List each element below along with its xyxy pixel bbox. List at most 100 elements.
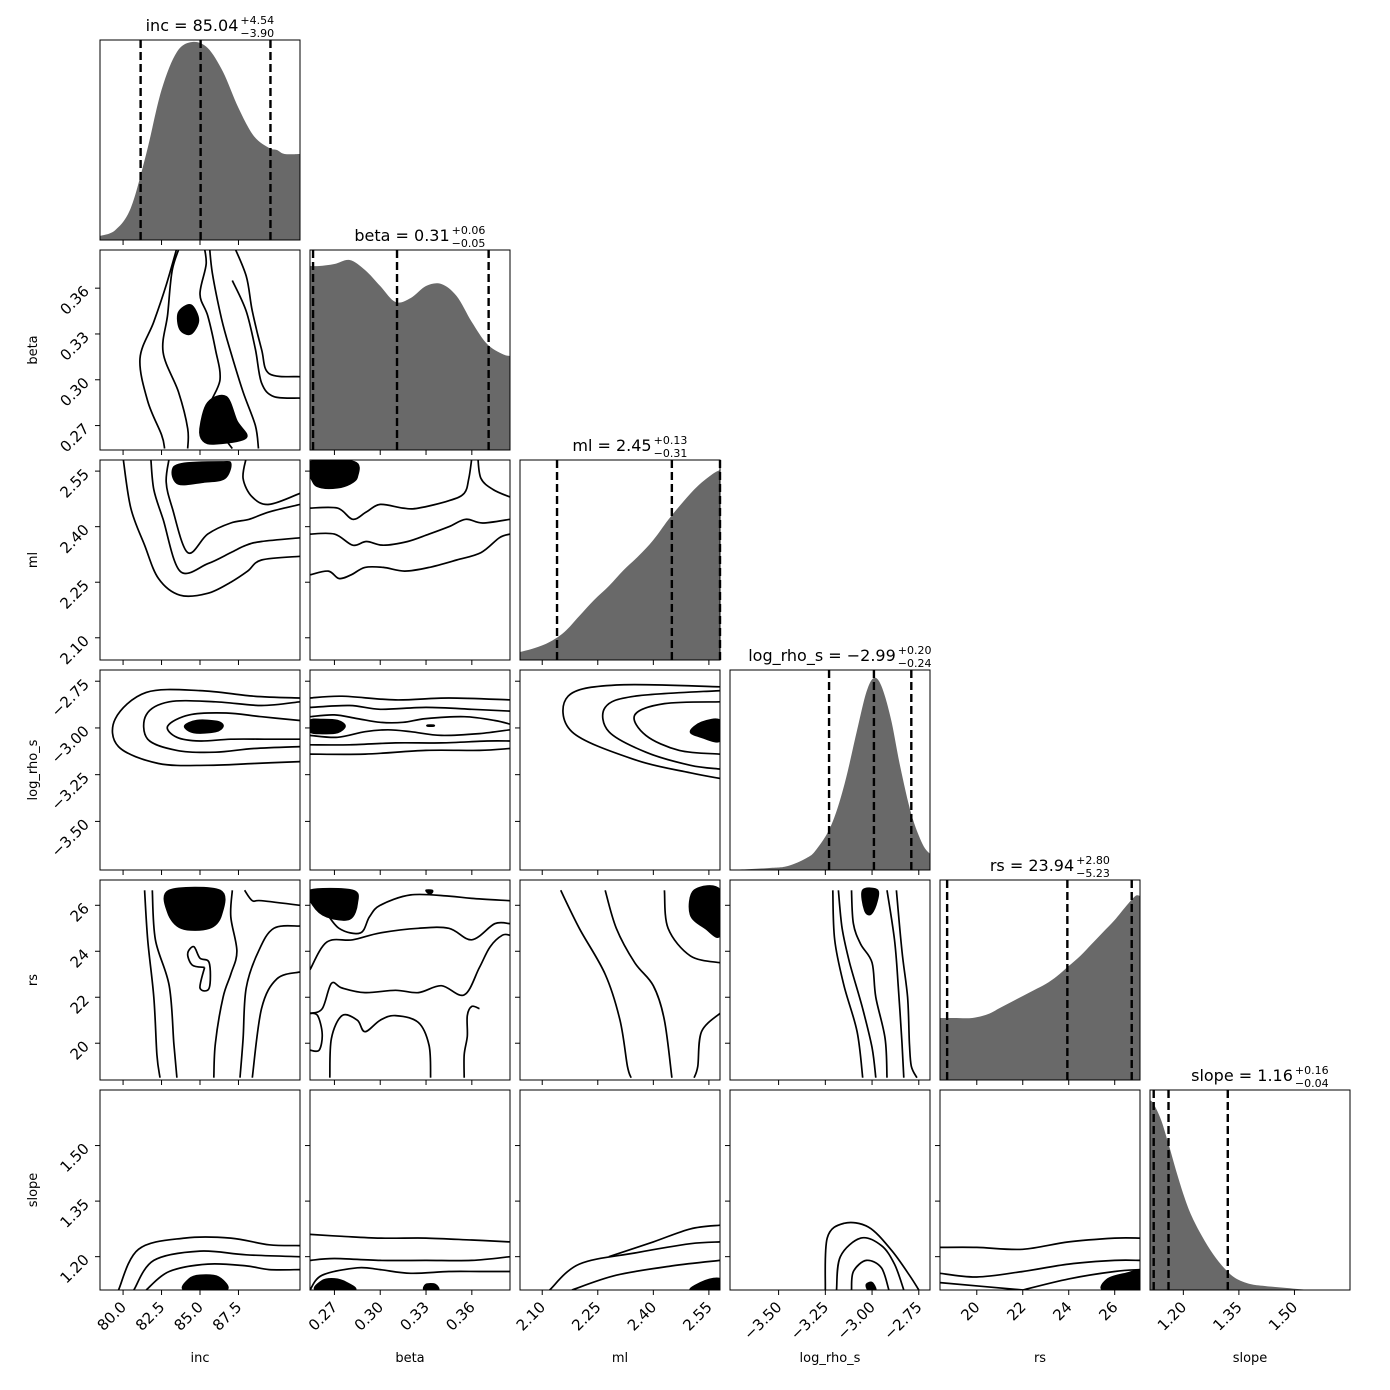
panel-frame-slope-slope [1149, 1089, 1351, 1291]
contour-line-inc-slope-1 [133, 1250, 300, 1290]
panel-title-plus-inc: +4.54 [240, 14, 274, 27]
contour-line-ml-log_rho_s-0 [633, 700, 720, 755]
contour-line-log_rho_s-rs-2 [831, 890, 864, 1078]
contour-line-beta-rs-2 [310, 933, 510, 1015]
contour-line-beta-rs-1 [310, 921, 510, 971]
y-tick-label-ml: 2.40 [56, 521, 92, 557]
contour-fill-ml-slope-0 [689, 1277, 720, 1290]
contour-line-inc-slope-2 [117, 1236, 300, 1290]
contour-panel-ml-vs-log_rho_s [562, 683, 720, 780]
contour-line-log_rho_s-rs-4 [895, 890, 918, 1079]
contour-panel-inc-vs-log_rho_s [111, 688, 300, 767]
contour-fill-beta-log_rho_s-0 [310, 718, 346, 735]
histogram-fill-log_rho_s [730, 677, 930, 870]
y-tick-label-rs: 22 [67, 991, 93, 1017]
contour-line-beta-ml-1 [310, 518, 510, 547]
y-tick-label-slope: 1.50 [56, 1140, 92, 1176]
panel-title-beta: beta = 0.31 [354, 226, 449, 245]
contour-fill-inc-ml-0 [171, 460, 232, 486]
contour-fill-ml-log_rho_s-0 [689, 718, 720, 743]
contour-fill-beta-ml-0 [310, 460, 360, 490]
histogram-slope [1150, 1100, 1350, 1290]
panel-title-minus-rs: −5.23 [1076, 867, 1110, 880]
contour-panel-log_rho_s-vs-rs [831, 887, 918, 1079]
contour-line-beta-rs-4 [328, 1013, 432, 1078]
x-tick-label-log_rho_s: −2.75 [880, 1298, 925, 1343]
contour-fill-beta-slope-1 [422, 1282, 440, 1290]
y-tick-label-rs: 20 [67, 1037, 93, 1063]
x-tick-label-slope: 1.20 [1154, 1298, 1190, 1334]
y-tick-label-ml: 2.25 [56, 576, 92, 612]
contour-line-log_rho_s-slope-2 [824, 1221, 920, 1290]
panel-frame-beta-log_rho_s [309, 669, 511, 871]
x-tick-label-ml: 2.40 [624, 1298, 660, 1334]
panel-frame-beta-slope [309, 1089, 511, 1291]
contour-line-inc-beta-1 [161, 250, 190, 449]
contour-line-ml-rs-3 [693, 1012, 720, 1078]
y-tick-label-beta: 0.36 [56, 282, 92, 318]
contour-line-log_rho_s-rs-1 [837, 890, 877, 1078]
contour-line-inc-rs-2 [212, 890, 238, 1078]
x-axis-label-log_rho_s: log_rho_s [800, 1351, 861, 1366]
contour-fill-log_rho_s-slope-0 [865, 1281, 877, 1290]
contour-line-ml-slope-0 [571, 1259, 720, 1290]
panel-title-plus-rs: +2.80 [1076, 854, 1110, 867]
contour-line-ml-log_rho_s-2 [562, 683, 720, 780]
contour-line-beta-log_rho_s-0 [310, 714, 510, 726]
panel-title-minus-slope: −0.04 [1295, 1077, 1329, 1090]
contour-line-beta-log_rho_s-3 [310, 740, 510, 746]
contour-line-inc-rs-6 [251, 971, 300, 1078]
contour-line-beta-slope-0 [310, 1266, 510, 1290]
y-axis-label-slope: slope [26, 1173, 41, 1208]
contour-line-beta-log_rho_s-5 [310, 747, 510, 756]
x-tick-label-log_rho_s: −3.00 [834, 1298, 879, 1343]
panel-frame-log_rho_s-log_rho_s [729, 669, 931, 871]
panel-frame-inc-ml [99, 459, 301, 661]
histogram-rs [940, 895, 1140, 1080]
contour-line-log_rho_s-rs-0 [850, 890, 888, 1078]
y-tick-label-log_rho_s: −3.25 [48, 769, 93, 814]
contour-fill-inc-log_rho_s-0 [183, 719, 224, 734]
x-tick-label-rs: 24 [1049, 1298, 1075, 1324]
x-tick-label-beta: 0.36 [442, 1298, 478, 1334]
contour-panel-inc-vs-slope [117, 1236, 300, 1290]
contour-line-inc-beta-5 [231, 280, 300, 400]
y-tick-label-rs: 24 [67, 945, 93, 971]
contour-line-beta-rs-3 [310, 1012, 324, 1053]
panel-title-rs: rs = 23.94 [990, 856, 1074, 875]
contour-line-inc-slope-0 [145, 1262, 300, 1290]
contour-line-inc-rs-3 [243, 889, 300, 907]
contour-line-beta-slope-2 [310, 1233, 510, 1243]
contour-line-inc-rs-5 [239, 924, 300, 1078]
y-tick-label-ml: 2.10 [56, 632, 92, 668]
y-axis-label-ml: ml [26, 552, 41, 568]
contour-line-ml-rs-0 [559, 889, 632, 1079]
contour-line-beta-slope-1 [310, 1255, 510, 1262]
panel-title-plus-log_rho_s: +0.20 [898, 644, 932, 657]
contour-line-inc-beta-3 [199, 250, 233, 450]
y-tick-label-slope: 1.35 [56, 1195, 92, 1231]
x-axis-label-inc: inc [191, 1351, 210, 1366]
x-axis-label-ml: ml [612, 1351, 628, 1366]
panel-title-minus-inc: −3.90 [240, 27, 274, 40]
y-tick-label-log_rho_s: −2.75 [48, 675, 93, 720]
contour-line-inc-log_rho_s-2 [111, 688, 300, 767]
contour-fill-ml-rs-0 [688, 885, 720, 938]
x-tick-label-ml: 2.55 [679, 1298, 715, 1334]
panel-title-minus-log_rho_s: −0.24 [898, 657, 932, 670]
x-tick-label-beta: 0.30 [351, 1298, 387, 1334]
panel-frame-ml-slope [519, 1089, 721, 1291]
contour-line-beta-log_rho_s-2 [310, 704, 510, 712]
panel-title-slope: slope = 1.16 [1191, 1066, 1293, 1085]
y-tick-label-ml: 2.55 [56, 465, 92, 501]
panel-title-plus-slope: +0.16 [1295, 1064, 1329, 1077]
contour-panel-beta-vs-ml [310, 460, 510, 580]
contour-line-beta-log_rho_s-1 [310, 728, 510, 739]
y-tick-label-beta: 0.27 [56, 420, 92, 456]
panel-frame-beta-rs [309, 879, 511, 1081]
contour-fill-inc-beta-1 [199, 394, 248, 445]
panel-title-inc: inc = 85.04 [146, 16, 239, 35]
contour-line-inc-rs-4 [186, 945, 212, 992]
y-axis-label-beta: beta [26, 335, 41, 364]
panel-title-plus-beta: +0.06 [452, 224, 486, 237]
